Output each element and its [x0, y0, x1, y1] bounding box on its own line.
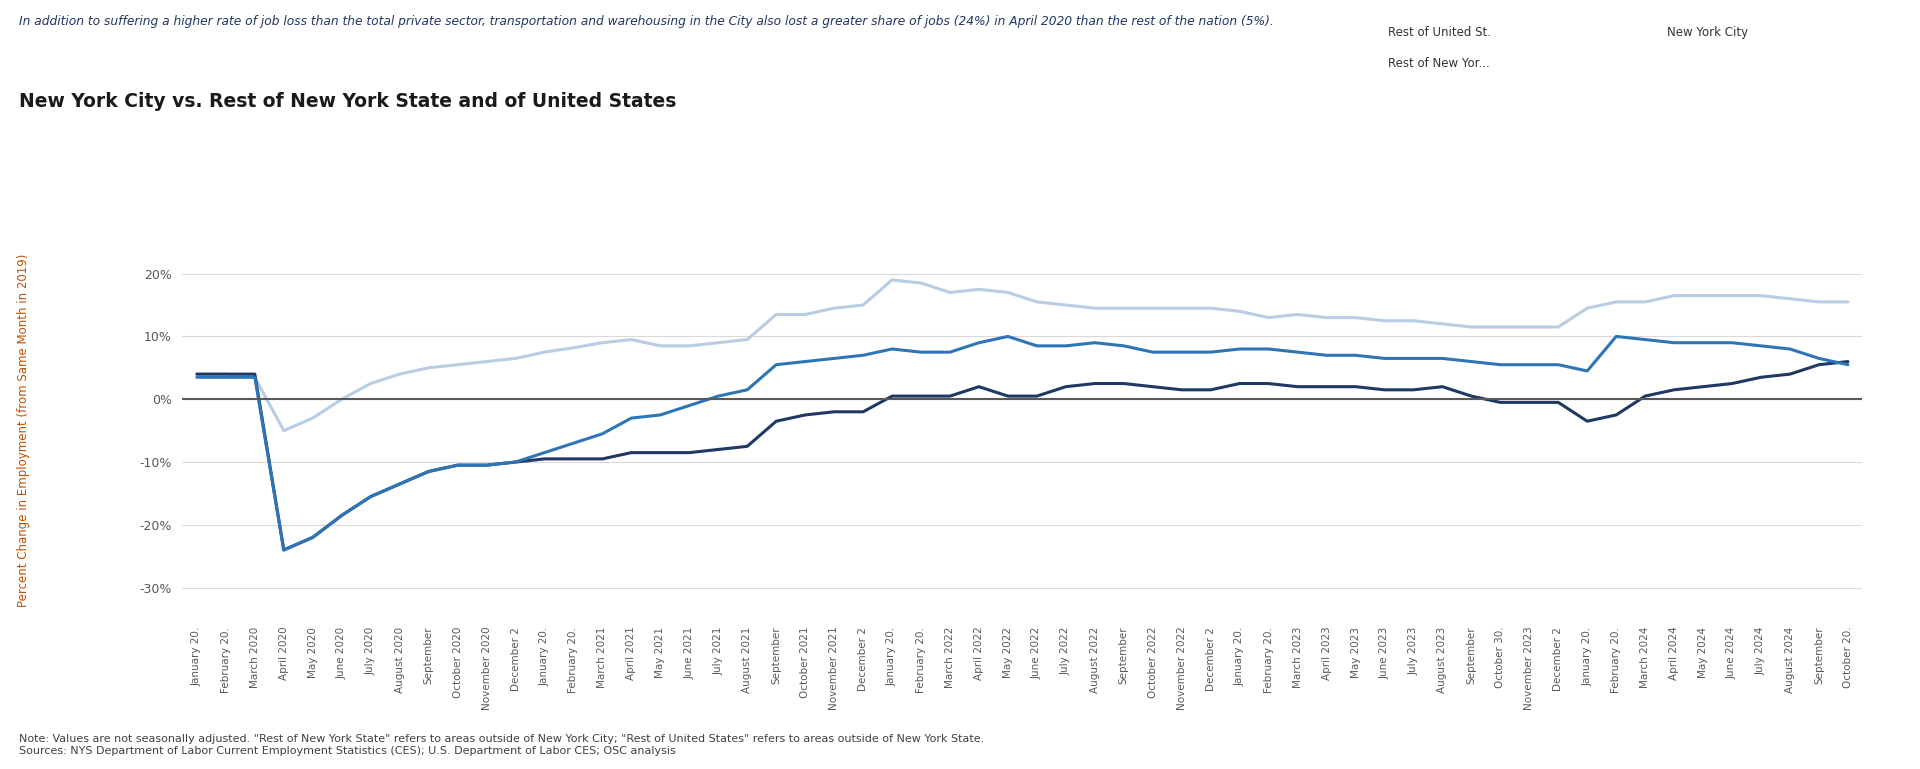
Text: In addition to suffering a higher rate of job loss than the total private sector: In addition to suffering a higher rate o…: [19, 15, 1275, 28]
Text: New York City: New York City: [1667, 26, 1747, 38]
Text: Percent Change in Employment (from Same Month in 2019): Percent Change in Employment (from Same …: [17, 254, 29, 608]
Text: Note: Values are not seasonally adjusted. "Rest of New York State" refers to are: Note: Values are not seasonally adjusted…: [19, 734, 985, 756]
Text: New York City vs. Rest of New York State and of United States: New York City vs. Rest of New York State…: [19, 92, 676, 112]
Text: Rest of New Yor...: Rest of New Yor...: [1388, 57, 1490, 69]
Text: Rest of United St.: Rest of United St.: [1388, 26, 1492, 38]
